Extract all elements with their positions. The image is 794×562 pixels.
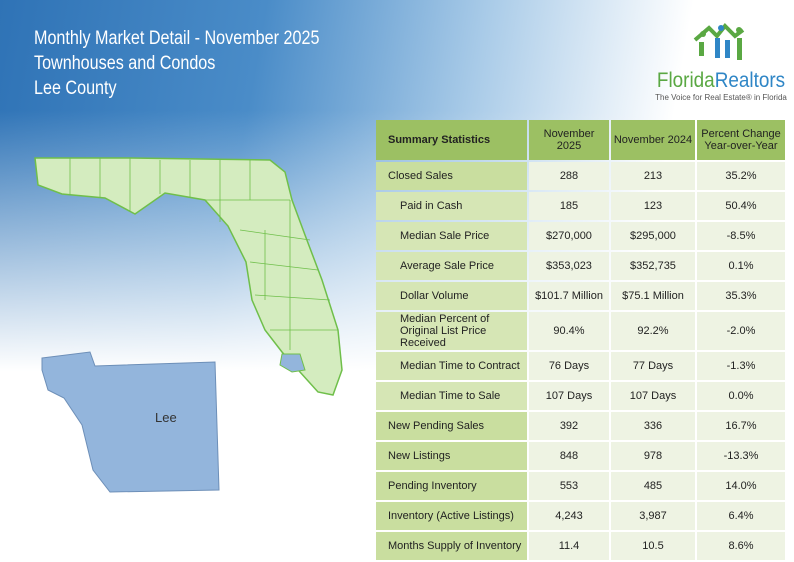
table-row: Average Sale Price $353,023 $352,735 0.1… [376, 252, 785, 280]
florida-map: Lee [34, 157, 343, 493]
table-header: Summary Statistics November 2025 Novembe… [376, 120, 785, 160]
table-row: Paid in Cash 185 123 50.4% [376, 192, 785, 220]
row-label: Median Time to Contract [376, 352, 527, 380]
row-label: Median Percent of Original List Price Re… [376, 312, 527, 350]
row-label: New Pending Sales [376, 412, 527, 440]
value-prior: 92.2% [611, 312, 695, 350]
value-prior: 213 [611, 162, 695, 190]
table-row: Months Supply of Inventory 11.4 10.5 8.6… [376, 532, 785, 560]
value-prior: 77 Days [611, 352, 695, 380]
table-row: Median Time to Contract 76 Days 77 Days … [376, 352, 785, 380]
header-prior-period: November 2024 [611, 120, 695, 160]
lee-county-inset [41, 351, 220, 493]
table-row: Inventory (Active Listings) 4,243 3,987 … [376, 502, 785, 530]
row-label: Months Supply of Inventory [376, 532, 527, 560]
value-current: 4,243 [529, 502, 609, 530]
value-change: 0.0% [697, 382, 785, 410]
table-row: New Listings 848 978 -13.3% [376, 442, 785, 470]
county-borders [69, 158, 338, 350]
row-label: New Listings [376, 442, 527, 470]
value-prior: 978 [611, 442, 695, 470]
summary-statistics-table: Summary Statistics November 2025 Novembe… [374, 118, 787, 562]
value-change: -13.3% [697, 442, 785, 470]
value-change: 8.6% [697, 532, 785, 560]
value-change: 0.1% [697, 252, 785, 280]
value-current: 107 Days [529, 382, 609, 410]
row-label: Paid in Cash [376, 192, 527, 220]
county-label: Lee [155, 410, 177, 425]
header-summary-statistics: Summary Statistics [376, 120, 527, 160]
value-prior: 3,987 [611, 502, 695, 530]
value-change: 35.2% [697, 162, 785, 190]
value-current: 392 [529, 412, 609, 440]
value-change: -2.0% [697, 312, 785, 350]
value-prior: 123 [611, 192, 695, 220]
value-current: $353,023 [529, 252, 609, 280]
row-label: Dollar Volume [376, 282, 527, 310]
value-current: $270,000 [529, 222, 609, 250]
value-change: 16.7% [697, 412, 785, 440]
property-type: Townhouses and Condos [34, 53, 216, 74]
row-label: Median Sale Price [376, 222, 527, 250]
logo-tagline: The Voice for Real Estate® in Florida [655, 93, 787, 102]
report-title: Monthly Market Detail - November 2025 [34, 28, 320, 49]
value-change: 50.4% [697, 192, 785, 220]
table-row: Median Percent of Original List Price Re… [376, 312, 785, 350]
value-current: 185 [529, 192, 609, 220]
value-current: 553 [529, 472, 609, 500]
table-row: Median Time to Sale 107 Days 107 Days 0.… [376, 382, 785, 410]
county-name: Lee County [34, 78, 117, 99]
value-current: 76 Days [529, 352, 609, 380]
value-change: -8.5% [697, 222, 785, 250]
value-change: 6.4% [697, 502, 785, 530]
row-label: Pending Inventory [376, 472, 527, 500]
value-current: $101.7 Million [529, 282, 609, 310]
value-prior: 10.5 [611, 532, 695, 560]
header-percent-change: Percent Change Year-over-Year [697, 120, 785, 160]
value-prior: 107 Days [611, 382, 695, 410]
table-row: Dollar Volume $101.7 Million $75.1 Milli… [376, 282, 785, 310]
logo-realtors: Realtors [714, 69, 786, 92]
houses-people-icon [693, 23, 745, 60]
logo-wordmark: FloridaRealtors [655, 69, 786, 93]
row-label: Average Sale Price [376, 252, 527, 280]
value-change: 35.3% [697, 282, 785, 310]
lee-county-small [279, 353, 306, 373]
value-prior: 485 [611, 472, 695, 500]
value-current: 90.4% [529, 312, 609, 350]
value-current: 288 [529, 162, 609, 190]
table-row: Pending Inventory 553 485 14.0% [376, 472, 785, 500]
value-change: 14.0% [697, 472, 785, 500]
row-label: Inventory (Active Listings) [376, 502, 527, 530]
florida-realtors-logo: FloridaRealtors The Voice for Real Estat… [648, 20, 794, 102]
table-row: New Pending Sales 392 336 16.7% [376, 412, 785, 440]
value-current: 848 [529, 442, 609, 470]
value-prior: $295,000 [611, 222, 695, 250]
value-change: -1.3% [697, 352, 785, 380]
logo-florida: Florida [656, 69, 715, 92]
row-label: Median Time to Sale [376, 382, 527, 410]
value-current: 11.4 [529, 532, 609, 560]
value-prior: $352,735 [611, 252, 695, 280]
table-row: Closed Sales 288 213 35.2% [376, 162, 785, 190]
value-prior: 336 [611, 412, 695, 440]
header-current-period: November 2025 [529, 120, 609, 160]
table-row: Median Sale Price $270,000 $295,000 -8.5… [376, 222, 785, 250]
value-prior: $75.1 Million [611, 282, 695, 310]
row-label: Closed Sales [376, 162, 527, 190]
